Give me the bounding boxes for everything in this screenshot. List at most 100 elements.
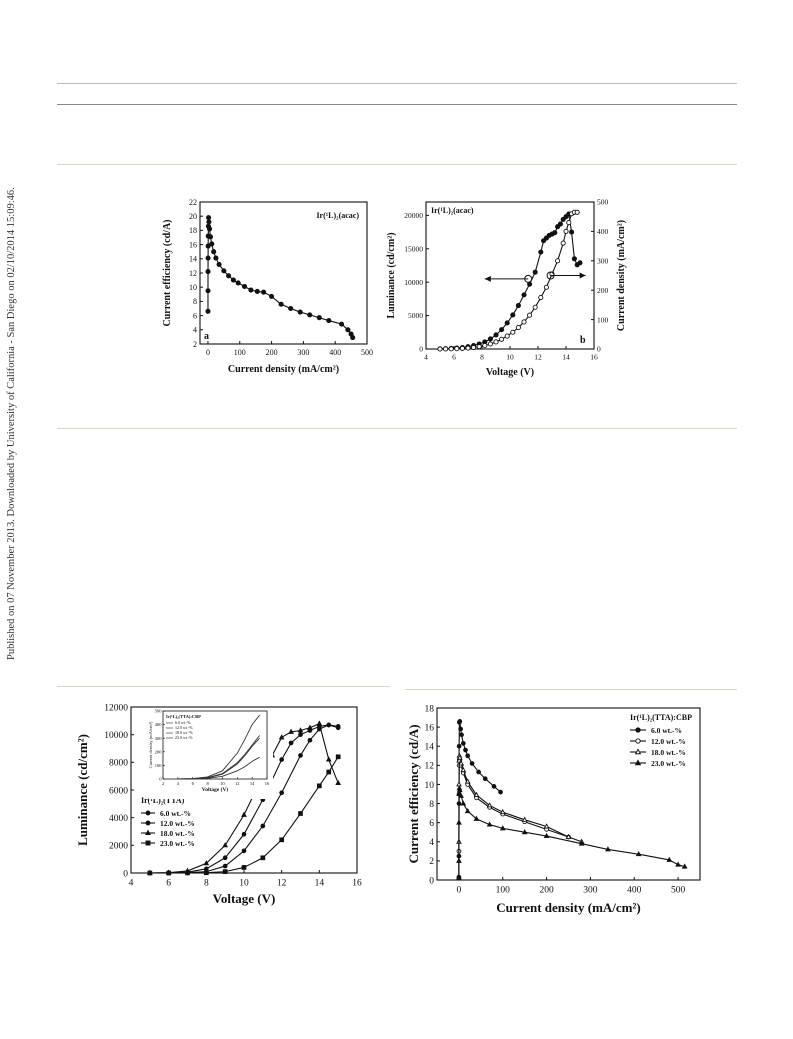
- x-tick-label: 300: [583, 886, 598, 896]
- series-1-point: [482, 342, 488, 349]
- y-tick-label: 8: [193, 297, 197, 306]
- inset-series-3: [177, 756, 260, 780]
- y-tick-label: 16: [189, 240, 197, 249]
- series-0-point: [504, 320, 510, 326]
- series-1-point: [504, 333, 510, 339]
- series-0-point: [206, 215, 212, 221]
- series-0-point: [205, 288, 211, 294]
- y-axis-label: Current efficiency (cd/A): [406, 724, 421, 863]
- series-0-point: [235, 280, 241, 286]
- y-tick-label: 20000: [404, 211, 423, 220]
- chart-current-efficiency-acac: 0 100 200 300 400 500 2 4 6 8 10 12 14 16 18 20 22 Curren…: [162, 198, 373, 375]
- series-2-point: [316, 720, 323, 726]
- y-axis-label: Luminance (cd/cm²): [75, 734, 90, 846]
- series-3-point: [456, 874, 462, 881]
- inset-x-tick-label: 2: [162, 781, 164, 786]
- y-right-tick-label: 300: [597, 257, 609, 266]
- y-axis-label: Current efficiency (cd/A): [162, 219, 173, 326]
- series-0-point: [222, 855, 228, 861]
- section-rule-3: [57, 686, 390, 687]
- section-rule-1: [57, 164, 737, 165]
- y-axis-label: Luminance (cd/cm²): [386, 232, 397, 318]
- x-tick-label: 300: [297, 348, 309, 357]
- x-tick-label: 16: [590, 353, 598, 362]
- series-0-point: [463, 747, 468, 753]
- series-0-point: [205, 255, 211, 261]
- series-1-point: [298, 753, 303, 758]
- y-tick-label: 4000: [109, 814, 128, 824]
- x-axis-label: Current density (mA/cm²): [496, 900, 640, 915]
- inset-title: Ir(¹L)₂(TTA):CBP: [166, 714, 201, 719]
- series-1-point: [241, 848, 247, 854]
- series-3-point: [316, 783, 322, 789]
- series-3-point: [578, 840, 585, 846]
- y-right-tick-label: 400: [597, 227, 609, 236]
- series-1-point: [448, 346, 454, 352]
- series-0-point: [221, 268, 227, 274]
- x-tick-label: 400: [329, 348, 341, 357]
- series-1-point: [555, 258, 561, 264]
- x-axis-label: Current density (mA/cm²): [228, 364, 339, 375]
- series-1-point: [487, 341, 493, 347]
- series-1-point: [476, 344, 482, 350]
- inset-y-tick-label: 300: [155, 736, 163, 741]
- series-1-point: [527, 312, 533, 318]
- x-tick-label: 6: [452, 353, 456, 362]
- series-2-point: [486, 802, 493, 808]
- inset-x-tick-label: 16: [265, 781, 270, 786]
- x-tick-label: 10: [239, 879, 249, 889]
- series-3-point: [675, 861, 681, 867]
- series-3-point: [473, 815, 480, 821]
- legend-marker-3: [145, 840, 151, 846]
- series-0-point: [316, 315, 322, 321]
- series-2-point: [456, 754, 463, 760]
- series-1-point: [493, 339, 499, 345]
- x-tick-label: 16: [352, 879, 362, 889]
- series-3-point: [635, 850, 642, 857]
- series-0-point: [487, 336, 493, 342]
- publication-side-note: Published on 07 November 2013. Downloade…: [2, 160, 24, 660]
- y-tick-label: 20: [189, 212, 197, 221]
- panel-label: a: [204, 331, 209, 342]
- series-1-point: [566, 220, 572, 226]
- x-tick-label: 12: [277, 879, 287, 889]
- series-0-point: [326, 318, 332, 324]
- series-3-point: [464, 807, 471, 814]
- section-rule-4: [405, 689, 737, 690]
- series-2-point: [241, 811, 247, 817]
- y-tick-label: 6000: [109, 786, 128, 796]
- series-0-point: [476, 769, 481, 775]
- series-0-point: [211, 249, 217, 255]
- x-tick-label: 8: [204, 879, 209, 889]
- y-tick-label: 10000: [404, 278, 423, 287]
- y-right-tick-label: 100: [597, 315, 609, 324]
- series-2-point: [460, 766, 467, 773]
- series-1-point: [326, 722, 332, 728]
- series-2-line: [458, 755, 582, 879]
- series-3: [147, 754, 341, 876]
- x-tick-label: 12: [534, 353, 542, 362]
- arrow-left-origin: [524, 274, 533, 283]
- y-tick-label: 2000: [109, 842, 128, 852]
- series-2-point: [222, 842, 229, 848]
- y-right-tick-label: 500: [597, 198, 609, 207]
- y-tick-label: 14: [189, 255, 197, 264]
- series-0-point: [207, 234, 214, 240]
- inset-series-2: [177, 714, 260, 780]
- legend-title: Ir(¹L)₂(TTA):CBP: [630, 713, 692, 722]
- series-2-point: [543, 823, 550, 829]
- series-0-point: [205, 308, 211, 314]
- inset-y-axis-label: Current density (mA/cm²): [148, 721, 153, 768]
- series-3-point: [543, 832, 550, 839]
- series-0-point: [261, 289, 267, 295]
- inset-y-tick-label: 500: [155, 709, 163, 714]
- x-tick-label: 500: [361, 348, 373, 357]
- series-0-point: [345, 327, 351, 333]
- series-0-point: [278, 301, 284, 307]
- series-1-point: [499, 336, 505, 342]
- legend-marker-1: [635, 738, 641, 744]
- section-rule-2: [57, 428, 737, 429]
- legend-marker-0: [145, 810, 151, 816]
- arrow-left-head: [484, 275, 491, 282]
- series-1-point: [471, 344, 477, 351]
